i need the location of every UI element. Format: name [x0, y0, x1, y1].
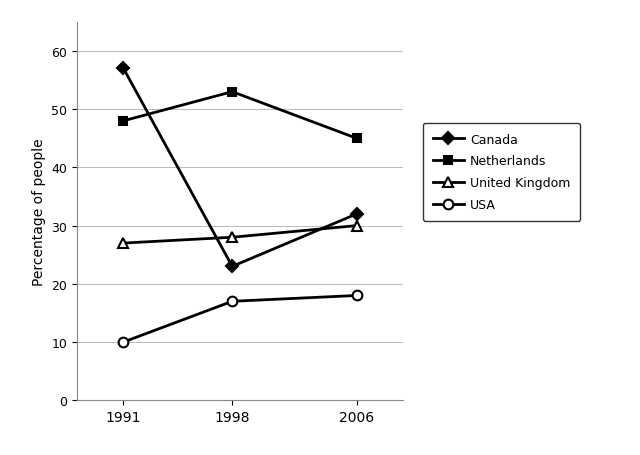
Netherlands — [120, 119, 127, 124]
United Kingdom — [120, 241, 127, 246]
Line: Netherlands: Netherlands — [119, 88, 361, 143]
Line: United Kingdom: United Kingdom — [118, 221, 362, 248]
Canada — [228, 264, 236, 269]
USA — [120, 339, 127, 345]
Canada — [353, 212, 360, 217]
USA — [353, 293, 360, 298]
United Kingdom — [228, 235, 236, 240]
Netherlands — [228, 90, 236, 95]
Canada — [120, 66, 127, 72]
Line: USA: USA — [118, 291, 362, 347]
Legend: Canada, Netherlands, United Kingdom, USA: Canada, Netherlands, United Kingdom, USA — [422, 123, 580, 222]
USA — [228, 299, 236, 304]
United Kingdom — [353, 223, 360, 229]
Y-axis label: Percentage of people: Percentage of people — [31, 138, 45, 285]
Netherlands — [353, 136, 360, 142]
Line: Canada: Canada — [119, 65, 361, 271]
